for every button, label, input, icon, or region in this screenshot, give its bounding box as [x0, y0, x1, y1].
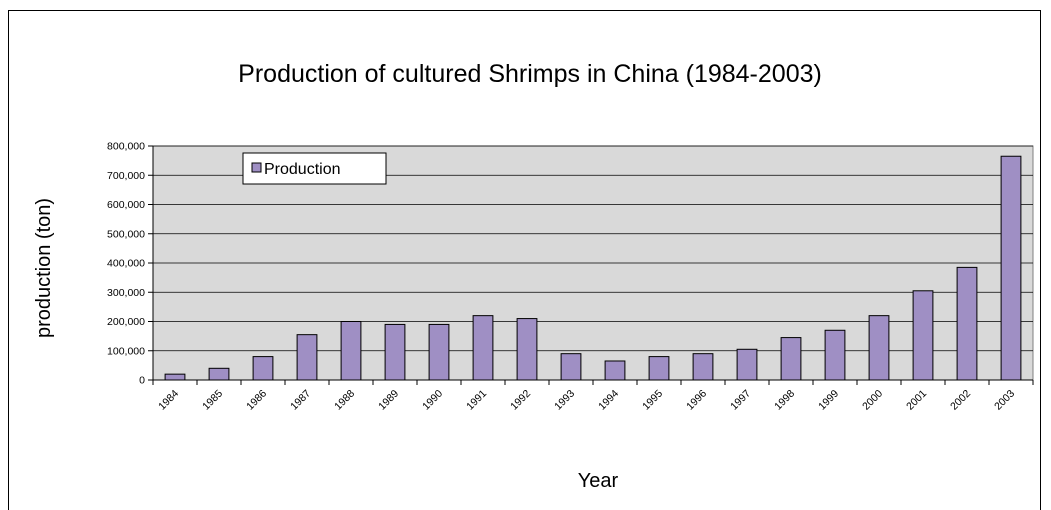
- bar-1992: [516, 318, 538, 381]
- bar-2003: [1000, 155, 1022, 381]
- y-tick-label: 200,000: [107, 316, 145, 328]
- y-tick-label: 500,000: [107, 228, 145, 240]
- bar-1990: [428, 323, 450, 381]
- bar-2001: [912, 290, 934, 381]
- x-tick-label: 1985: [200, 388, 225, 413]
- bar-1998: [780, 337, 802, 381]
- x-tick-label: 2000: [860, 388, 885, 413]
- x-tick-label: 1999: [816, 388, 841, 413]
- x-tick-label: 1984: [156, 388, 181, 413]
- x-tick-label: 1993: [552, 388, 577, 413]
- y-axis-label: production (ton): [33, 198, 55, 338]
- x-tick-label: 1995: [640, 388, 665, 413]
- bar-2002: [956, 266, 978, 381]
- y-tick-label: 700,000: [107, 170, 145, 182]
- y-tick-label: 600,000: [107, 199, 145, 211]
- x-tick-label: 1989: [376, 388, 401, 413]
- x-tick-label: 1990: [420, 388, 445, 413]
- x-tick-label: 1986: [244, 388, 269, 413]
- x-tick-label: 2003: [992, 388, 1017, 413]
- bar-1997: [736, 348, 758, 381]
- bar-1991: [472, 315, 494, 381]
- bar-1987: [296, 334, 318, 381]
- x-tick-label: 1988: [332, 388, 357, 413]
- bar-1985: [208, 367, 230, 381]
- x-tick-label: 1991: [464, 388, 489, 413]
- bars: [164, 155, 1022, 381]
- chart-frame: [8, 10, 1041, 510]
- bar-1988: [340, 321, 362, 381]
- bar-1999: [824, 329, 846, 381]
- bar-1995: [648, 356, 670, 381]
- x-tick-label: 1987: [288, 388, 313, 413]
- legend-swatch: [251, 162, 262, 173]
- x-tick-label: 1994: [596, 388, 621, 413]
- bar-1989: [384, 323, 406, 381]
- y-tick-label: 300,000: [107, 287, 145, 299]
- x-tick-label: 1996: [684, 388, 709, 413]
- x-tick-label: 1992: [508, 388, 533, 413]
- y-tick-label: 100,000: [107, 345, 145, 357]
- bar-2000: [868, 315, 890, 381]
- legend: Production: [242, 152, 387, 185]
- legend-label: Production: [264, 161, 341, 178]
- y-tick-label: 800,000: [107, 141, 145, 153]
- y-tick-label: 400,000: [107, 258, 145, 270]
- x-axis-label: Year: [578, 470, 619, 492]
- bar-1984: [164, 373, 186, 381]
- bar-1986: [252, 356, 274, 381]
- chart-title: Production of cultured Shrimps in China …: [238, 60, 822, 88]
- y-tick-label: 0: [139, 375, 145, 387]
- bar-1996: [692, 353, 714, 381]
- y-ticks: 0 100,000 200,000 300,000 400,000 500,000 600,…: [107, 141, 153, 387]
- x-tick-label: 2001: [904, 388, 929, 413]
- bar-1994: [604, 360, 626, 381]
- x-ticks: 1984 1985 1986 1987 1988 1989 1990 1991 1992 1993…: [152, 380, 1034, 413]
- bar-1993: [560, 353, 582, 381]
- x-tick-label: 2002: [948, 388, 973, 413]
- x-tick-label: 1997: [728, 388, 753, 413]
- legend-box: [242, 152, 387, 185]
- x-tick-label: 1998: [772, 388, 797, 413]
